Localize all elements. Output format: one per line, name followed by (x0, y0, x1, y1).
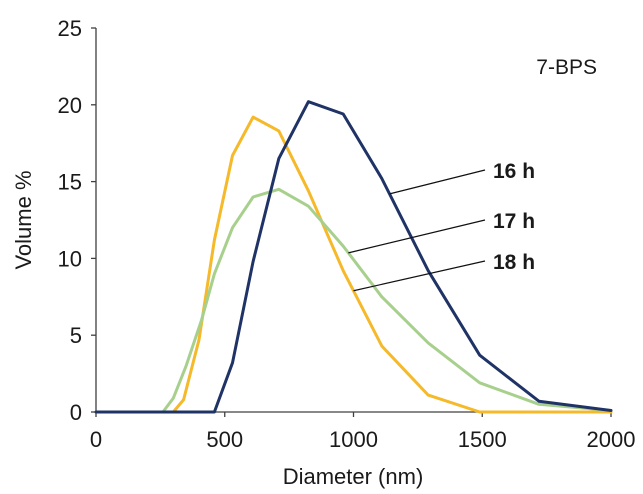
series-line-18h (94, 115, 613, 414)
series-label: 18 h (493, 251, 535, 274)
y-tick-label: 10 (58, 246, 82, 271)
series-label: 17 h (493, 210, 535, 233)
series-label: 16 h (493, 160, 535, 183)
series-line-17h (94, 187, 613, 414)
series-line-16h (94, 100, 613, 414)
y-axis-title: Volume % (11, 170, 36, 269)
y-tick-label: 20 (58, 93, 82, 118)
chart-annotation: 7-BPS (536, 56, 597, 79)
x-tick-label: 1000 (329, 427, 378, 452)
plot-area: 0 5 10 15 20 25 0 500 1000 1500 2000 (58, 16, 636, 452)
series-label-pointer (353, 260, 486, 292)
x-tick-label: 1500 (458, 427, 507, 452)
label-layer: 16 h 17 h 18 h (348, 160, 535, 292)
series-label-pointer (348, 219, 486, 254)
y-tick-label: 15 (58, 170, 82, 195)
y-tick-label: 0 (70, 400, 82, 425)
series-label-pointer (389, 169, 486, 195)
x-tick-label: 0 (90, 427, 102, 452)
x-tick-label: 2000 (587, 427, 636, 452)
x-tick-label: 500 (206, 427, 243, 452)
y-tick-label: 5 (70, 323, 82, 348)
series-layer (94, 100, 613, 414)
x-axis-title: Diameter (nm) (283, 464, 424, 489)
y-tick-label: 25 (58, 16, 82, 41)
